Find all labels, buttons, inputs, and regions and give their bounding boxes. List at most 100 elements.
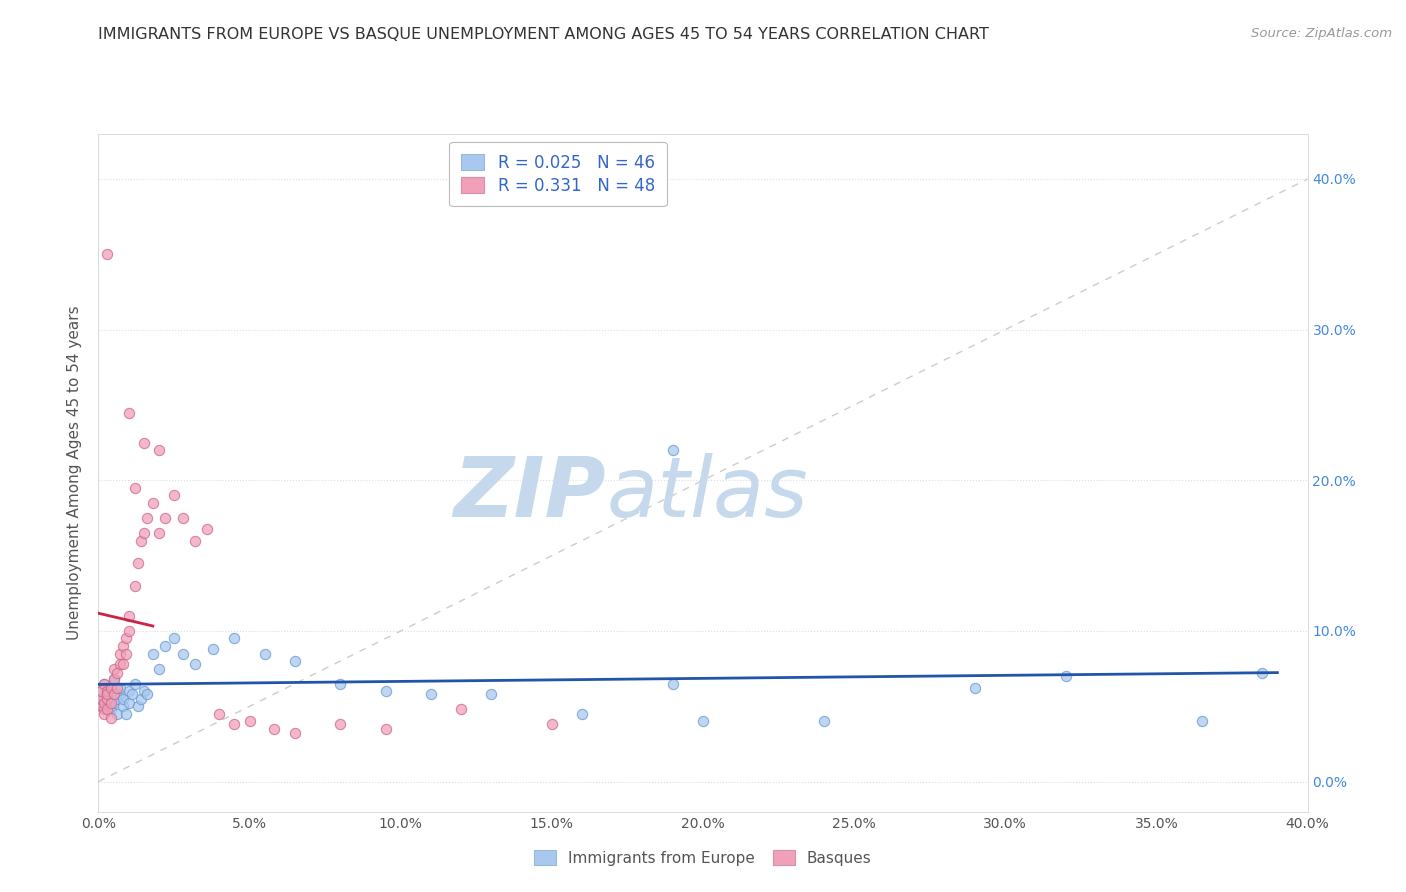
- Point: [114, 706, 136, 721]
- Point: [103, 662, 125, 676]
- Point: [96, 699, 118, 714]
- Point: [662, 676, 685, 690]
- Point: [208, 706, 231, 721]
- Point: [224, 632, 246, 646]
- Point: [450, 702, 472, 716]
- Point: [90, 684, 112, 698]
- Point: [111, 699, 134, 714]
- Point: [127, 556, 149, 570]
- Point: [813, 714, 835, 729]
- Point: [124, 579, 146, 593]
- Point: [114, 632, 136, 646]
- Point: [132, 435, 155, 450]
- Point: [100, 702, 122, 716]
- Point: [148, 443, 170, 458]
- Point: [100, 681, 122, 696]
- Point: [108, 681, 131, 696]
- Point: [108, 647, 131, 661]
- Point: [103, 696, 125, 710]
- Point: [100, 681, 122, 696]
- Point: [100, 696, 122, 710]
- Point: [153, 511, 176, 525]
- Point: [329, 717, 352, 731]
- Point: [105, 681, 128, 696]
- Point: [148, 662, 170, 676]
- Point: [108, 657, 131, 671]
- Point: [93, 691, 115, 706]
- Point: [239, 714, 262, 729]
- Point: [132, 684, 155, 698]
- Point: [96, 687, 118, 701]
- Point: [93, 706, 115, 721]
- Point: [662, 443, 685, 458]
- Point: [163, 632, 186, 646]
- Point: [96, 687, 118, 701]
- Point: [118, 624, 141, 638]
- Point: [481, 687, 503, 701]
- Text: Source: ZipAtlas.com: Source: ZipAtlas.com: [1251, 27, 1392, 40]
- Point: [571, 706, 593, 721]
- Point: [135, 511, 157, 525]
- Point: [224, 717, 246, 731]
- Point: [129, 691, 152, 706]
- Point: [90, 699, 112, 714]
- Point: [105, 691, 128, 706]
- Point: [284, 654, 307, 668]
- Point: [153, 639, 176, 653]
- Point: [374, 684, 396, 698]
- Point: [1251, 666, 1274, 681]
- Point: [93, 696, 115, 710]
- Point: [172, 511, 194, 525]
- Point: [90, 684, 112, 698]
- Text: IMMIGRANTS FROM EUROPE VS BASQUE UNEMPLOYMENT AMONG AGES 45 TO 54 YEARS CORRELAT: IMMIGRANTS FROM EUROPE VS BASQUE UNEMPLO…: [98, 27, 990, 42]
- Point: [129, 533, 152, 548]
- Point: [111, 657, 134, 671]
- Point: [172, 647, 194, 661]
- Point: [184, 657, 207, 671]
- Point: [124, 676, 146, 690]
- Y-axis label: Unemployment Among Ages 45 to 54 years: Unemployment Among Ages 45 to 54 years: [67, 305, 83, 640]
- Legend: Immigrants from Europe, Basques: Immigrants from Europe, Basques: [529, 844, 877, 871]
- Point: [142, 496, 165, 510]
- Point: [96, 247, 118, 261]
- Point: [148, 526, 170, 541]
- Point: [121, 687, 143, 701]
- Point: [163, 488, 186, 502]
- Point: [118, 608, 141, 623]
- Text: atlas: atlas: [606, 452, 808, 533]
- Text: ZIP: ZIP: [454, 452, 606, 533]
- Point: [105, 666, 128, 681]
- Point: [1054, 669, 1077, 683]
- Point: [90, 691, 112, 706]
- Point: [103, 672, 125, 686]
- Point: [329, 676, 352, 690]
- Point: [374, 722, 396, 736]
- Point: [96, 691, 118, 706]
- Point: [111, 691, 134, 706]
- Point: [135, 687, 157, 701]
- Point: [93, 702, 115, 716]
- Point: [132, 526, 155, 541]
- Point: [692, 714, 714, 729]
- Point: [96, 702, 118, 716]
- Point: [965, 681, 987, 696]
- Point: [118, 684, 141, 698]
- Point: [103, 672, 125, 686]
- Point: [105, 706, 128, 721]
- Point: [284, 726, 307, 740]
- Point: [118, 405, 141, 419]
- Point: [108, 687, 131, 701]
- Point: [124, 481, 146, 495]
- Point: [114, 647, 136, 661]
- Point: [111, 639, 134, 653]
- Point: [103, 687, 125, 701]
- Point: [263, 722, 285, 736]
- Point: [93, 676, 115, 690]
- Point: [195, 521, 218, 535]
- Point: [253, 647, 276, 661]
- Point: [1191, 714, 1213, 729]
- Point: [93, 676, 115, 690]
- Point: [127, 699, 149, 714]
- Point: [420, 687, 443, 701]
- Point: [184, 533, 207, 548]
